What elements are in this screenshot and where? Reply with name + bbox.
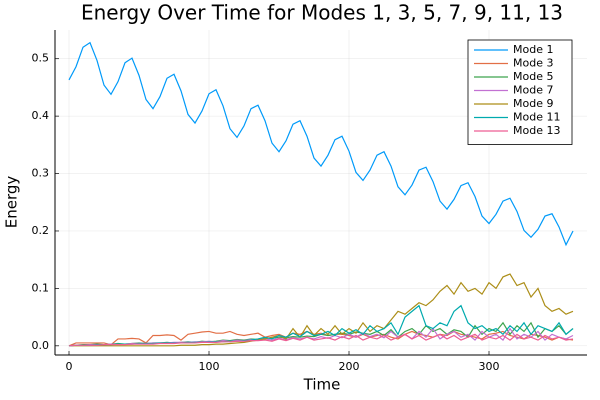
x-tick-label: 200 <box>339 360 360 373</box>
y-axis-label: Energy <box>3 176 21 229</box>
legend-label: Mode 5 <box>513 70 553 83</box>
x-tick-label: 100 <box>199 360 220 373</box>
x-axis-label: Time <box>303 376 341 394</box>
legend-label: Mode 7 <box>513 84 553 97</box>
y-tick-label: 0.5 <box>32 52 50 65</box>
legend-label: Mode 1 <box>513 43 553 56</box>
y-tick-label: 0.0 <box>32 339 50 352</box>
y-tick-label: 0.3 <box>32 167 50 180</box>
legend-label: Mode 13 <box>513 124 560 137</box>
series-line <box>68 41 574 247</box>
chart-title: Energy Over Time for Modes 1, 3, 5, 7, 9… <box>81 1 563 25</box>
series-line <box>69 273 574 347</box>
x-tick-label: 300 <box>479 360 500 373</box>
legend-label: Mode 9 <box>513 97 553 110</box>
y-tick-label: 0.4 <box>32 109 50 122</box>
series-line <box>68 330 574 347</box>
legend-label: Mode 11 <box>513 111 560 124</box>
series-line <box>68 304 574 347</box>
y-tick-label: 0.1 <box>32 281 50 294</box>
x-tick-label: 0 <box>66 360 73 373</box>
legend-label: Mode 3 <box>513 57 553 70</box>
y-tick-label: 0.2 <box>32 224 50 237</box>
series-line <box>68 333 574 347</box>
legend-box <box>467 39 573 145</box>
